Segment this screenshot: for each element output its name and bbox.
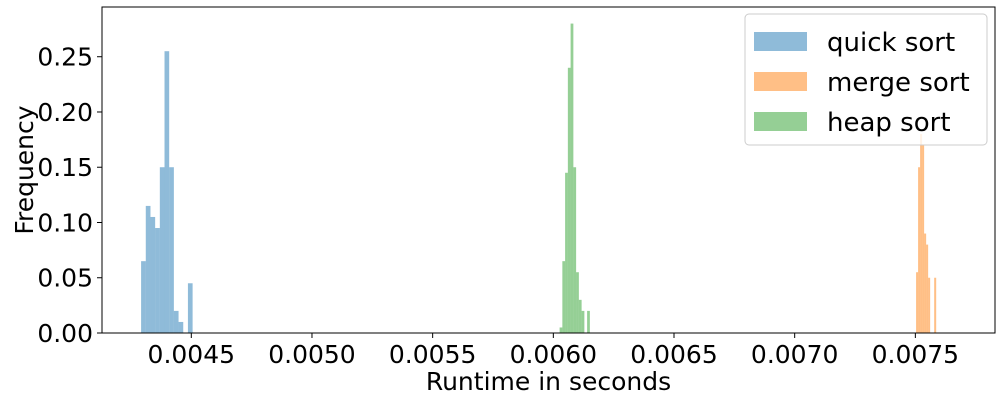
histogram-bars (141, 23, 937, 334)
merge-sort-bar-2 (920, 134, 923, 333)
y-tick-label: 0.15 (37, 153, 93, 182)
heap-sort-bar-0 (559, 327, 563, 333)
quick-sort-bar-5 (164, 51, 170, 333)
quick-sort-bar-8 (178, 321, 184, 333)
quick-sort-bar-10 (187, 283, 193, 333)
legend-swatch (754, 112, 807, 131)
legend-swatch (754, 72, 807, 91)
x-tick-label: 0.0075 (872, 340, 959, 369)
x-axis-ticks: 0.0045 0.0050 0.0055 0.0060 0.0065 0.0070 0.00… (148, 333, 959, 369)
heap-sort-bar-6 (576, 272, 579, 333)
heap-sort-bar-1 (562, 261, 566, 333)
heap-sort-bar-2 (565, 172, 568, 333)
legend-label: merge sort (827, 68, 970, 98)
merge-sort-bar-1 (918, 167, 921, 333)
quick-sort-bar-7 (173, 310, 179, 333)
quick-sort-bar-2 (150, 216, 156, 333)
x-tick-label: 0.0070 (751, 340, 838, 369)
heap-sort-bar-5 (573, 167, 577, 333)
quick-sort-bar-3 (155, 228, 160, 333)
heap-sort-bar-10 (587, 310, 590, 333)
merge-sort-bar-9 (934, 277, 937, 333)
merge-sort-bar-5 (926, 244, 929, 333)
quick-sort-bar-1 (145, 205, 151, 333)
heap-sort-bar-8 (581, 310, 585, 333)
merge-sort-bar-4 (924, 233, 927, 333)
legend-swatch (754, 32, 807, 51)
legend-label: heap sort (827, 108, 951, 138)
heap-sort-bar-4 (570, 23, 574, 334)
x-tick-label: 0.0065 (630, 340, 717, 369)
y-tick-label: 0.25 (37, 43, 93, 72)
x-axis-label: Runtime in seconds (426, 367, 671, 396)
y-tick-label: 0.05 (37, 264, 93, 293)
x-tick-label: 0.0050 (268, 340, 355, 369)
x-tick-label: 0.0045 (148, 340, 235, 369)
quick-sort-bar-4 (159, 167, 165, 333)
merge-sort-bar-6 (928, 277, 931, 333)
x-tick-label: 0.0060 (510, 340, 597, 369)
merge-sort-bar-3 (922, 145, 925, 333)
heap-sort-bar-3 (567, 67, 571, 333)
y-axis-label: Frequency (10, 105, 39, 234)
legend-label: quick sort (827, 28, 955, 58)
merge-sort-bar-0 (916, 272, 919, 333)
y-axis-ticks: 0.00 0.05 0.10 0.15 0.20 0.25 (37, 43, 102, 348)
legend: quick sort merge sort heap sort (744, 13, 988, 146)
quick-sort-bar-6 (169, 167, 174, 333)
heap-sort-bar-7 (578, 299, 582, 333)
x-tick-label: 0.0055 (389, 340, 476, 369)
y-tick-label: 0.00 (37, 319, 93, 348)
quick-sort-bar-0 (141, 261, 146, 333)
y-tick-label: 0.10 (37, 208, 93, 237)
y-tick-label: 0.20 (37, 98, 93, 127)
plot-frame (101, 6, 996, 334)
